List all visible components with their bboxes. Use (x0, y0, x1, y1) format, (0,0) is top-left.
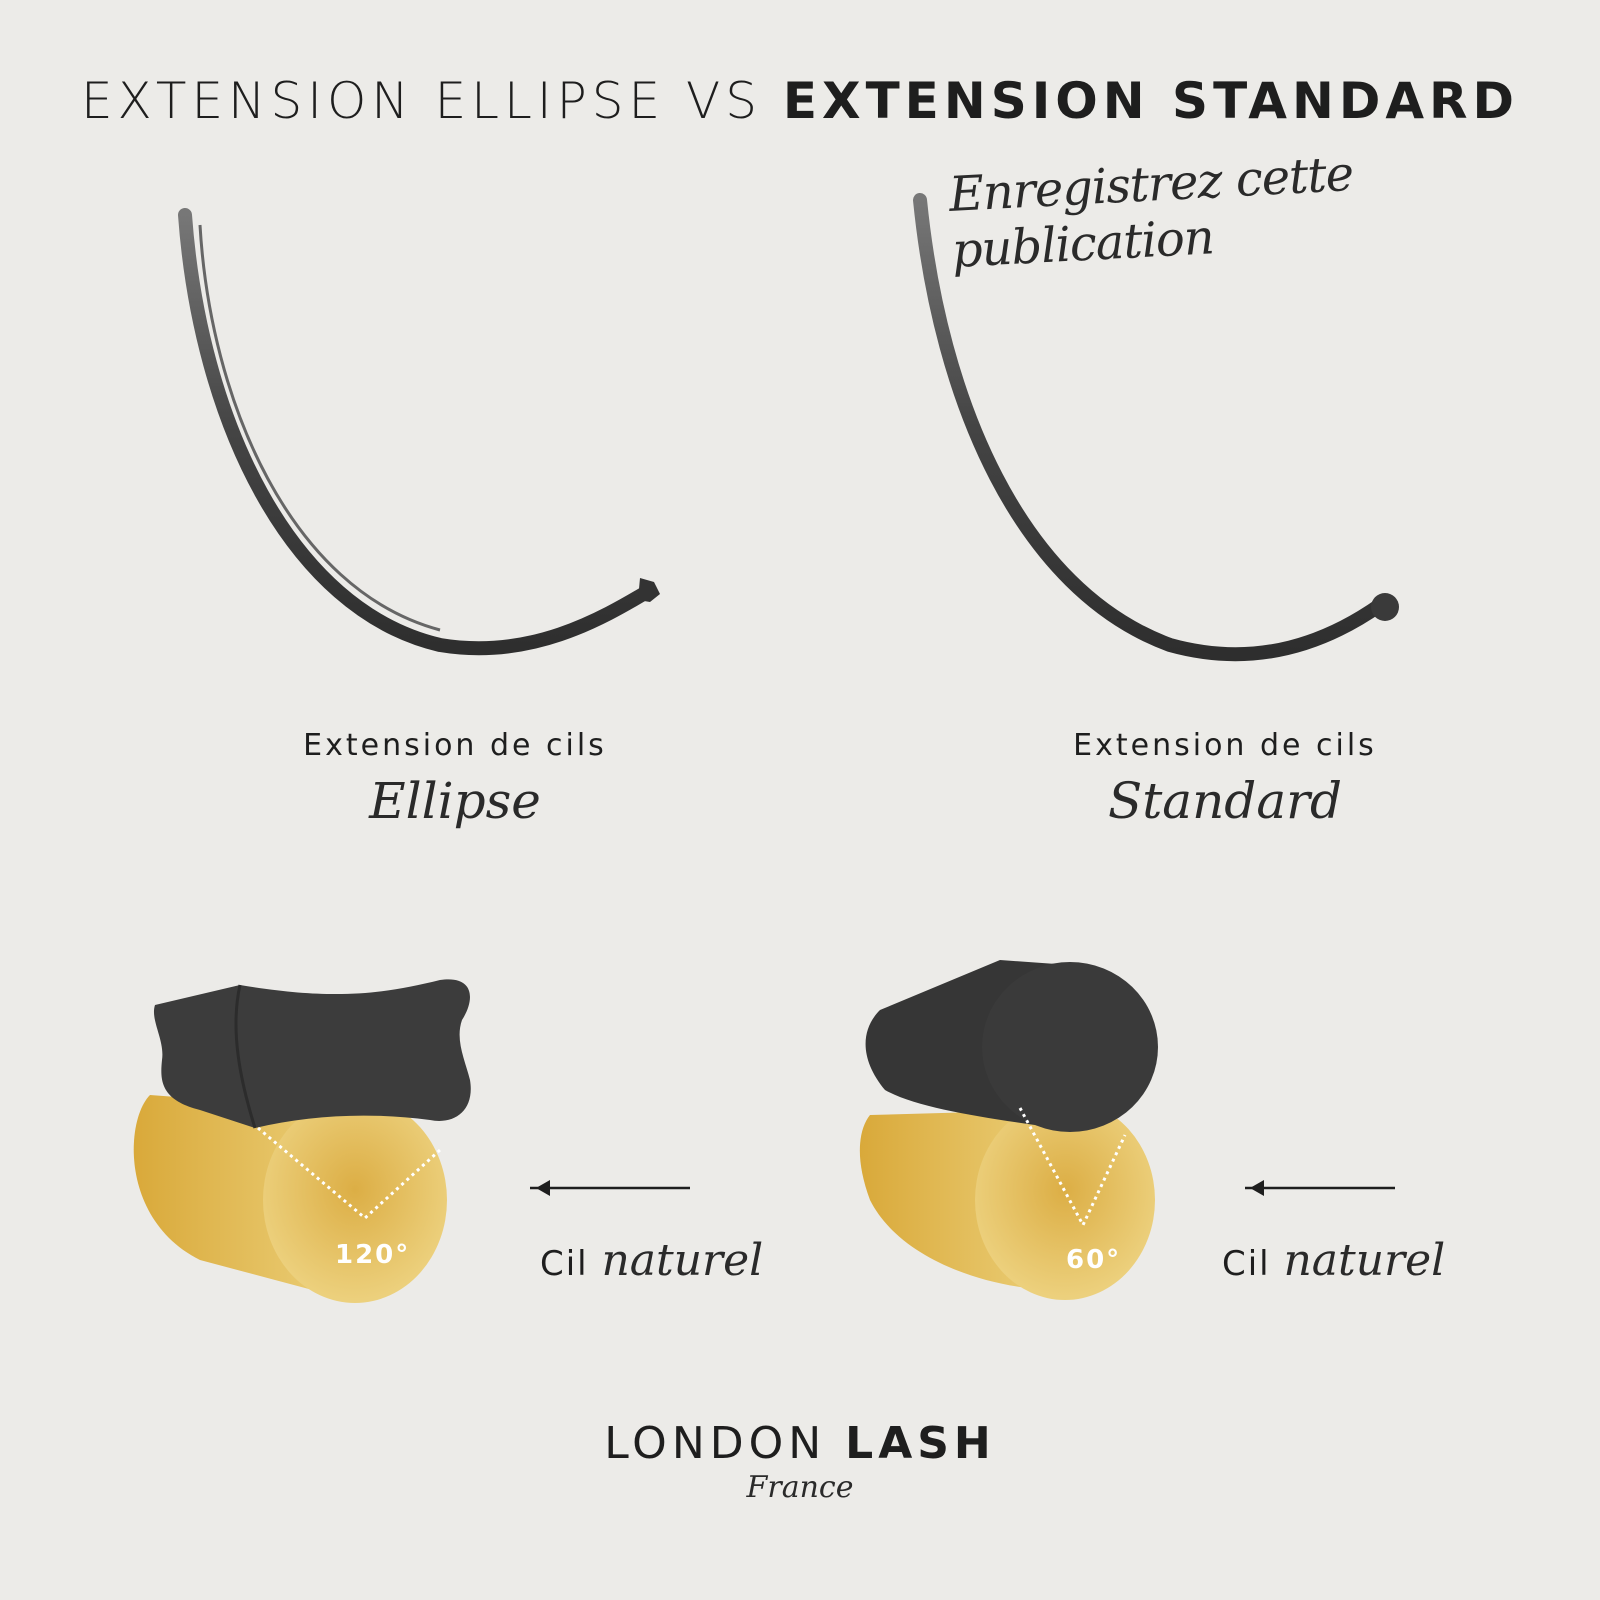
right-type-script: Standard (1107, 772, 1343, 830)
right-natural-lash-label: Cil naturel (1222, 1235, 1445, 1286)
logo-sub: France (746, 1470, 854, 1505)
standard-lash-illustration (913, 193, 1399, 662)
ellipse-lash-illustration (178, 208, 660, 656)
left-label: Extension de cils (303, 728, 607, 763)
left-angle-label: 120° (335, 1240, 411, 1270)
naturel-script: naturel (1283, 1235, 1446, 1286)
logo-bold: LASH (845, 1418, 996, 1469)
ellipse-cross-section (133, 979, 690, 1303)
right-label: Extension de cils (1073, 728, 1377, 763)
page-title: EXTENSION ELLIPSE VS EXTENSION STANDARD (0, 72, 1600, 130)
title-light: EXTENSION ELLIPSE VS (80, 72, 762, 130)
cil-text: Cil (1222, 1244, 1271, 1284)
left-natural-lash-label: Cil naturel (540, 1235, 763, 1286)
brand-logo: LONDON LASH (0, 1418, 1600, 1469)
title-bold: EXTENSION STANDARD (782, 72, 1520, 130)
cil-text: Cil (540, 1244, 589, 1284)
logo-light: LONDON (604, 1418, 827, 1469)
standard-cross-section (859, 960, 1395, 1300)
right-angle-label: 60° (1066, 1245, 1122, 1275)
naturel-script: naturel (601, 1235, 764, 1286)
left-type-script: Ellipse (369, 772, 541, 830)
